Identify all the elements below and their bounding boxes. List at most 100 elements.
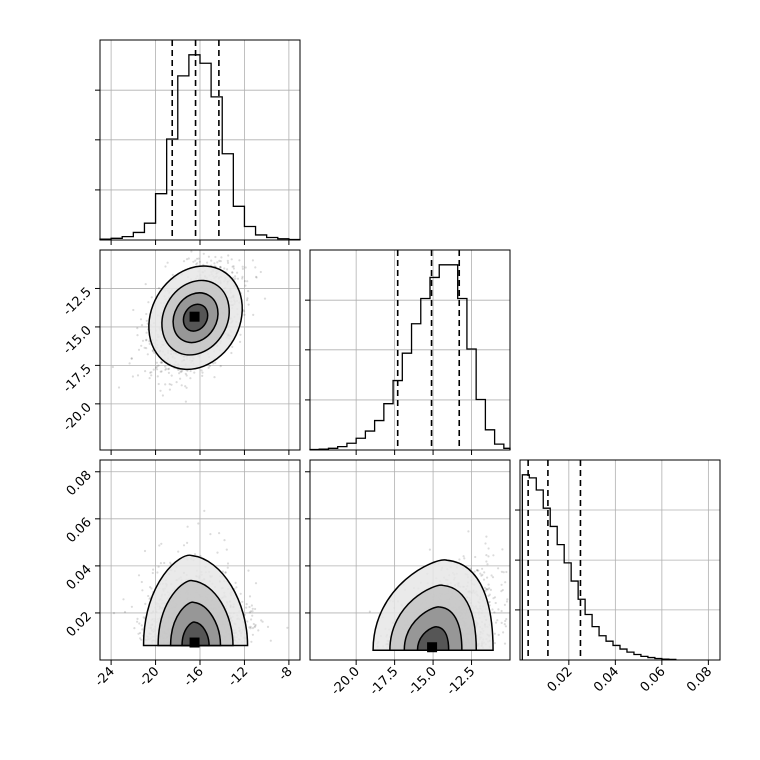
sample-point: [241, 265, 244, 268]
sample-point: [170, 374, 173, 377]
sample-point: [200, 369, 203, 372]
sample-point: [193, 553, 197, 556]
sample-point: [136, 327, 139, 330]
sample-point: [144, 602, 147, 606]
density-contour: [181, 621, 210, 647]
sample-point: [239, 592, 242, 595]
sample-point: [243, 313, 246, 316]
sample-point: [479, 572, 482, 575]
sample-point: [254, 266, 257, 269]
sample-point: [152, 368, 155, 371]
sample-point: [148, 342, 151, 345]
sample-point: [492, 597, 495, 600]
density-peak: [427, 642, 438, 653]
sample-point: [112, 612, 116, 615]
sample-point: [505, 600, 509, 603]
sample-point: [193, 371, 196, 374]
y-tick-label: -20.0: [60, 400, 94, 434]
sample-point: [123, 610, 127, 614]
density-peak: [189, 637, 200, 648]
sample-point: [224, 571, 227, 574]
sample-point: [156, 368, 159, 371]
sample-point: [149, 371, 152, 374]
sample-point: [476, 569, 479, 572]
sample-point: [226, 261, 230, 264]
sample-point: [241, 600, 244, 603]
sample-point: [485, 588, 488, 591]
sample-point: [467, 530, 470, 533]
sample-point: [244, 266, 247, 269]
sample-point: [184, 385, 187, 388]
sample-point: [179, 377, 182, 380]
sample-point: [235, 586, 238, 589]
sample-point: [254, 582, 258, 585]
sample-point: [493, 611, 496, 614]
sample-point: [159, 370, 162, 373]
sample-point: [488, 587, 491, 590]
sample-point: [180, 384, 183, 387]
sample-point: [136, 374, 140, 377]
sample-point: [197, 257, 200, 260]
sample-point: [512, 629, 514, 631]
sample-point: [500, 609, 503, 613]
sample-point: [180, 370, 183, 373]
sample-point: [238, 259, 241, 262]
sample-point: [137, 574, 141, 577]
sample-point: [154, 366, 158, 369]
sample-point: [484, 542, 487, 545]
p0_vs_p2-points: [112, 509, 289, 648]
sample-point: [497, 633, 500, 637]
density-contour: [416, 626, 450, 651]
sample-point: [486, 576, 489, 579]
sample-point: [503, 603, 506, 607]
y-tick-label: 0.08: [64, 468, 95, 499]
sample-point: [494, 621, 498, 624]
sample-point: [181, 369, 184, 372]
sample-point: [504, 625, 507, 628]
sample-point: [474, 555, 477, 559]
sample-point: [226, 259, 229, 262]
sample-point: [206, 261, 209, 264]
sample-point: [493, 642, 496, 645]
sample-point: [476, 569, 479, 572]
sample-point: [245, 603, 248, 606]
sample-point: [187, 257, 190, 260]
sample-point: [246, 280, 249, 283]
sample-point: [247, 290, 250, 293]
x-tick-label: -24: [92, 664, 118, 690]
sample-point: [178, 372, 181, 375]
x-tick-label: 0.04: [591, 664, 622, 695]
sample-point: [234, 275, 237, 278]
sample-point: [254, 623, 257, 627]
sample-point: [130, 605, 133, 608]
sample-point: [207, 255, 210, 258]
sample-point: [249, 627, 252, 630]
sample-point: [263, 297, 267, 300]
sample-point: [175, 381, 178, 384]
sample-point: [168, 388, 171, 391]
sample-point: [231, 271, 234, 274]
p2_hist-histogram-step: [521, 474, 677, 661]
p0_vs_p1-y-ticks: -12.5 -15.0 -17.5 -20.0: [60, 285, 100, 434]
sample-point: [139, 318, 143, 321]
sample-point: [497, 567, 500, 570]
y-tick-label: -17.5: [60, 362, 94, 396]
sample-point: [244, 284, 247, 287]
sample-point: [227, 254, 230, 257]
sample-point: [164, 383, 167, 386]
sample-point: [218, 259, 221, 262]
sample-point: [182, 227, 184, 229]
sample-point: [483, 571, 486, 574]
sample-point: [241, 275, 244, 278]
sample-point: [219, 365, 222, 368]
sample-point: [491, 608, 494, 611]
sample-point: [497, 608, 500, 611]
sample-point: [486, 588, 489, 591]
sample-point: [505, 570, 508, 574]
sample-point: [250, 618, 253, 621]
sample-point: [140, 324, 144, 327]
sample-point: [247, 569, 250, 572]
p1_vs_p2-x-ticks: -20.0 -17.5 -15.0 -12.5: [329, 660, 478, 699]
sample-point: [504, 581, 507, 584]
